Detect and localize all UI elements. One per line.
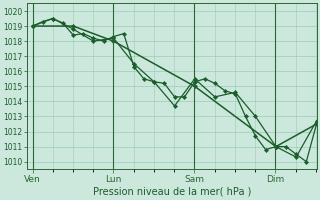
X-axis label: Pression niveau de la mer( hPa ): Pression niveau de la mer( hPa ) xyxy=(92,187,251,197)
